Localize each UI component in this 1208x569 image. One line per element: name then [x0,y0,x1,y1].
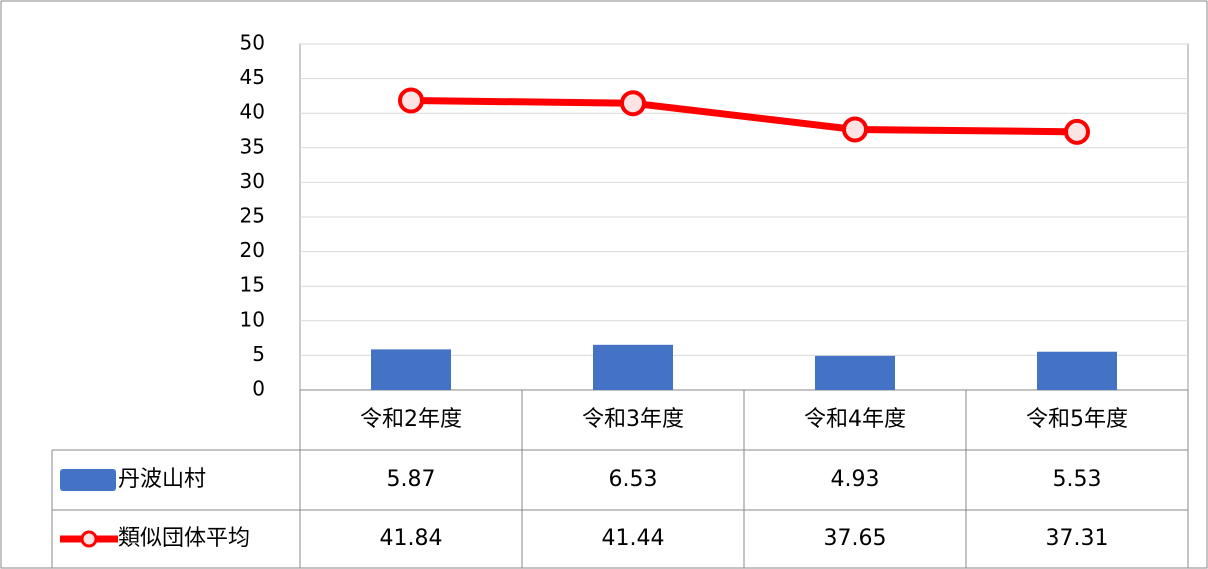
category-label: 令和5年度 [1026,407,1128,432]
table-value: 37.31 [1046,526,1109,551]
marker [842,116,868,143]
table-value: 41.44 [602,526,665,551]
bar [593,344,673,390]
table-value: 41.84 [380,526,443,551]
marker [398,87,424,114]
legend-label: 丹波山村 [118,467,206,492]
table-value: 4.93 [831,467,880,492]
marker [1064,118,1090,145]
legend-marker [80,530,98,548]
table-value: 37.65 [824,526,887,551]
y-tick-label: 45 [240,65,265,89]
category-label: 令和3年度 [582,407,684,432]
bar [1037,351,1117,390]
table-value: 6.53 [609,467,658,492]
y-tick-label: 15 [240,273,265,297]
category-label: 令和2年度 [360,407,462,432]
line [410,96,1078,136]
legend-label: 類似団体平均 [118,526,250,551]
y-tick-label: 50 [240,31,265,55]
y-tick-label: 5 [252,342,265,366]
bar [815,355,895,390]
y-tick-label: 25 [240,204,265,228]
category-label: 令和4年度 [804,407,906,432]
y-tick-label: 10 [240,307,265,331]
legend-swatch [60,469,116,491]
y-tick-label: 20 [240,238,265,262]
bar [371,349,451,390]
y-tick-label: 0 [252,377,265,401]
y-tick-label: 40 [240,100,265,124]
marker [620,90,646,117]
y-tick-label: 35 [240,134,265,158]
table-value: 5.53 [1053,467,1102,492]
y-tick-label: 30 [240,169,265,193]
table-value: 5.87 [387,467,436,492]
